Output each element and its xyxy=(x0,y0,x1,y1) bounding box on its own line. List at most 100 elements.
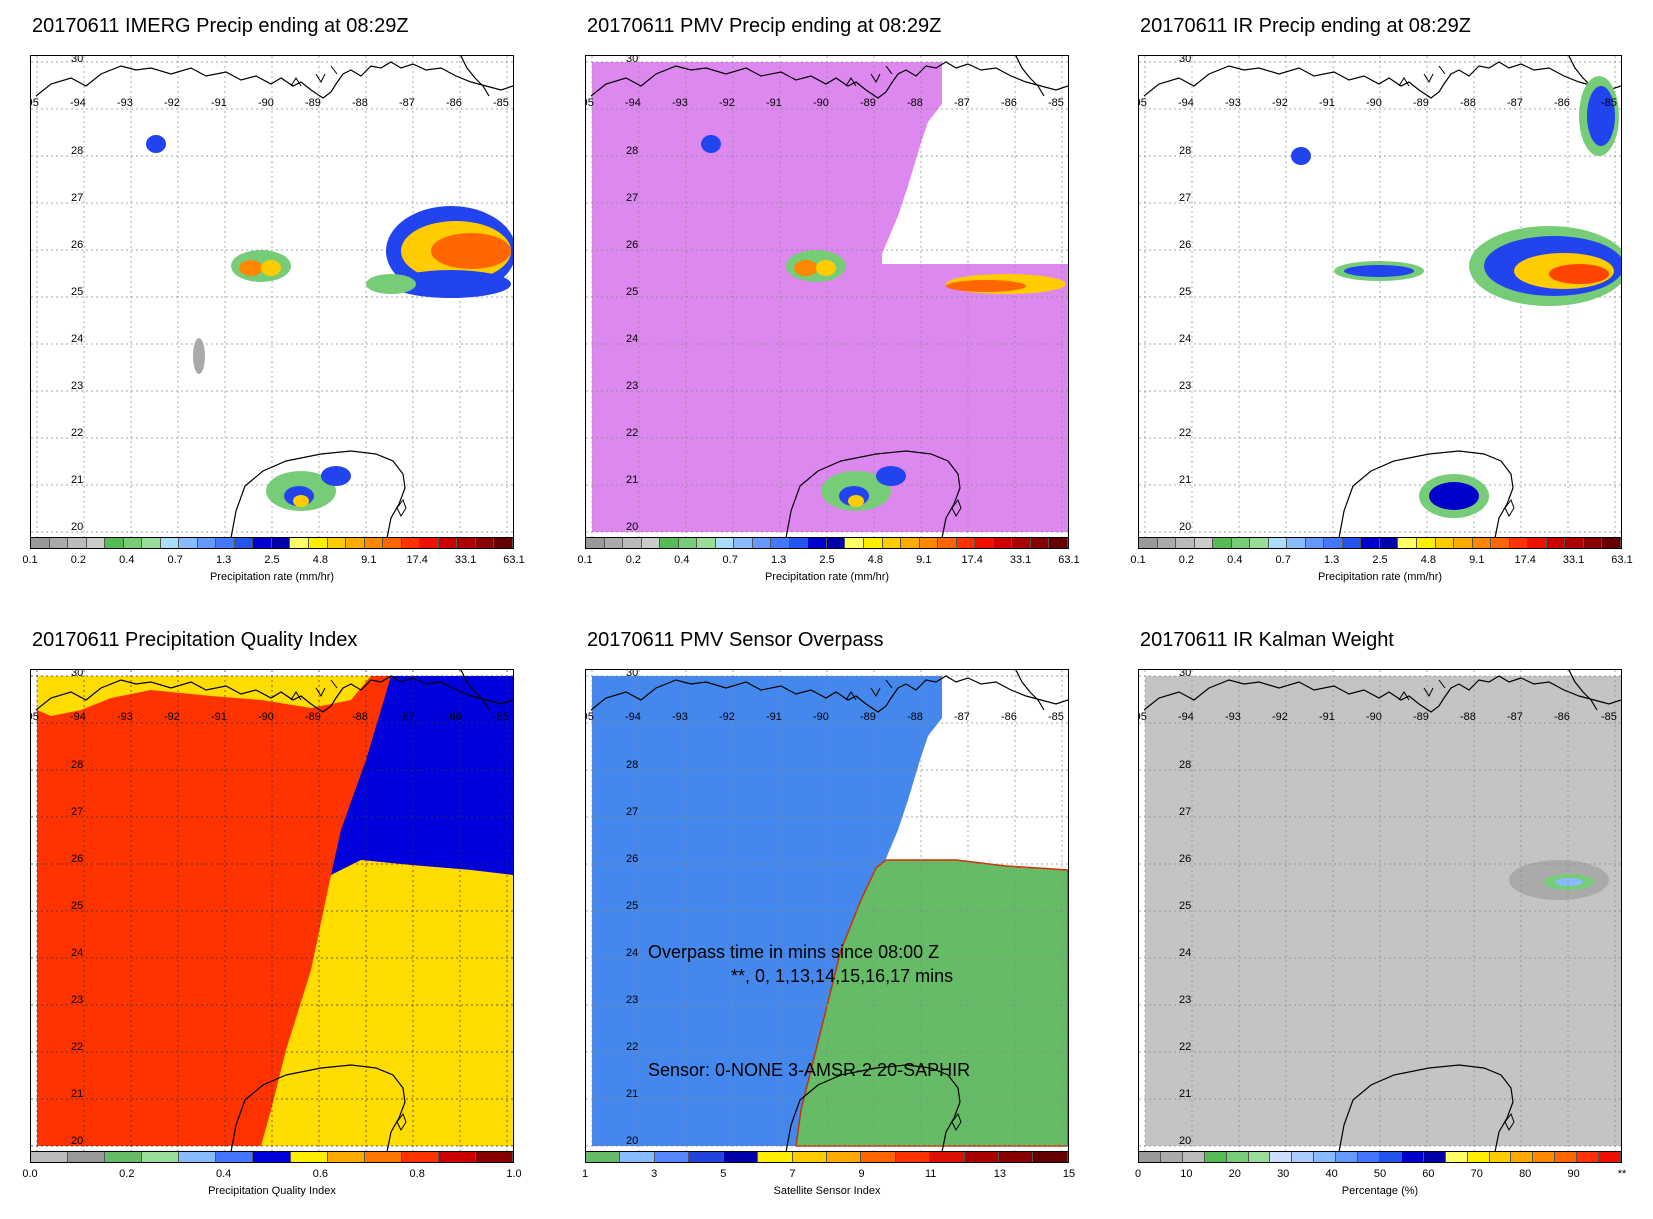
colorbar-tick-label: 0.7 xyxy=(1275,554,1291,566)
colorbar-swatch xyxy=(105,538,124,548)
colorbar-tick-label: 1.3 xyxy=(215,554,232,566)
lon-tick-label: -87 xyxy=(954,97,970,109)
lat-tick-label: 27 xyxy=(626,806,639,818)
colorbar-swatch xyxy=(1204,1152,1227,1162)
colorbar-label: Satellite Sensor Index xyxy=(773,1185,881,1197)
lat-tick-label: 28 xyxy=(71,145,84,157)
colorbar-label: Precipitation rate (mm/hr) xyxy=(209,571,335,583)
colorbar-tick-label: 63.1 xyxy=(1611,554,1633,566)
colorbar-swatch xyxy=(438,538,458,548)
lat-tick-label: 26 xyxy=(1179,239,1192,251)
colorbar-swatch xyxy=(216,1152,254,1162)
colorbar xyxy=(585,537,1069,549)
colorbar-swatch xyxy=(1379,538,1399,548)
colorbar-swatch xyxy=(758,1152,793,1162)
colorbar-tick-label: 1.3 xyxy=(770,554,787,566)
colorbar-swatch xyxy=(1599,1152,1621,1162)
colorbar-swatch xyxy=(475,538,495,548)
colorbar-tick-label: 5 xyxy=(720,1168,727,1180)
colorbar-swatch xyxy=(1194,538,1214,548)
lon-tick-label: -88 xyxy=(1460,97,1476,109)
panel-sensor-overpass: 20170611 PMV Sensor Overpass Overpass ti… xyxy=(582,629,1085,1219)
lon-tick-label: -92 xyxy=(719,711,735,723)
colorbar-swatch xyxy=(882,538,902,548)
colorbar-tick-label: 33.1 xyxy=(1009,554,1032,566)
colorbar-swatch xyxy=(715,538,735,548)
lon-tick-label: -88 xyxy=(907,711,923,723)
panel-ir-precip: 20170611 IR Precip ending at 08:29Z -95-… xyxy=(1130,15,1638,605)
lon-tick-label: -91 xyxy=(1319,97,1335,109)
colorbar-tick-label: ** xyxy=(1617,1168,1627,1180)
colorbar-swatch xyxy=(654,1152,690,1162)
lon-tick-label: -89 xyxy=(305,711,321,723)
colorbar-swatch xyxy=(31,1152,69,1162)
lat-tick-label: 20 xyxy=(1179,1135,1192,1147)
colorbar-tick-label: 1.3 xyxy=(1323,554,1340,566)
colorbar-tick-label: 9 xyxy=(858,1168,865,1180)
colorbar-tick-label: 15 xyxy=(1062,1168,1076,1180)
colorbar-swatch xyxy=(179,1152,217,1162)
lon-tick-label: -85 xyxy=(493,711,509,723)
colorbar-tick-label: 0.2 xyxy=(625,554,642,566)
colorbar-swatch xyxy=(1454,538,1473,548)
lat-tick-label: 27 xyxy=(1179,806,1192,818)
lon-tick-label: -95 xyxy=(586,97,594,109)
lat-tick-label: 24 xyxy=(71,947,84,959)
colorbar xyxy=(1138,537,1622,549)
lat-tick-label: 28 xyxy=(626,759,639,771)
colorbar-tick-label: 0.4 xyxy=(674,554,690,566)
lat-tick-label: 22 xyxy=(626,427,639,439)
lon-tick-label: -94 xyxy=(1178,97,1194,109)
lon-tick-label: -91 xyxy=(211,711,227,723)
lon-tick-label: -91 xyxy=(1319,711,1335,723)
lon-tick-label: -95 xyxy=(1139,97,1147,109)
colorbar-swatch xyxy=(660,538,679,548)
colorbar-swatch xyxy=(308,538,328,548)
colorbar-tick-label: 0.1 xyxy=(22,554,38,566)
colorbar-swatch xyxy=(494,538,513,548)
colorbar-tick-label: 0.6 xyxy=(312,1168,329,1180)
lon-tick-label: -86 xyxy=(1554,97,1570,109)
lat-tick-label: 23 xyxy=(1179,380,1192,392)
colorbar-swatch xyxy=(1336,1152,1359,1162)
overpass-time-text: Overpass time in mins since 08:00 Z xyxy=(648,942,940,962)
colorbar-swatch xyxy=(105,1152,143,1162)
colorbar-swatch xyxy=(1358,1152,1380,1162)
lon-tick-label: -85 xyxy=(1048,711,1064,723)
colorbar-tick-label: 50 xyxy=(1373,1168,1387,1180)
colorbar-swatch xyxy=(938,538,957,548)
lat-tick-label: 30 xyxy=(1179,669,1192,679)
colorbar-swatch xyxy=(930,1152,965,1162)
lat-tick-label: 20 xyxy=(1179,521,1192,533)
lat-tick-label: 21 xyxy=(1179,474,1192,486)
panel-title: 20170611 Precipitation Quality Index xyxy=(32,629,358,651)
colorbar-swatch xyxy=(253,1152,291,1162)
lon-tick-label: -95 xyxy=(31,97,39,109)
lat-tick-label: 30 xyxy=(1179,55,1192,65)
colorbar-swatch xyxy=(1489,1152,1512,1162)
lon-tick-label: -92 xyxy=(164,97,180,109)
panel-quality-index: 20170611 Precipitation Quality Index -95… xyxy=(22,629,530,1219)
lat-tick-label: 21 xyxy=(626,474,639,486)
lon-tick-label: -85 xyxy=(493,97,509,109)
colorbar-swatch xyxy=(734,538,753,548)
weight-map: -95 -94 -93 -92 -91 -90 -89 -88 -87 -86 -85 30 28 27 2… xyxy=(1138,669,1622,1153)
colorbar-label: Percentage (%) xyxy=(1341,1185,1419,1197)
colorbar-swatch xyxy=(327,538,347,548)
lon-tick-label: -93 xyxy=(117,711,133,723)
colorbar-tick-label: 17.4 xyxy=(961,554,983,566)
lat-tick-label: 24 xyxy=(626,333,639,345)
lon-tick-label: -86 xyxy=(1001,97,1017,109)
colorbar xyxy=(30,1151,514,1163)
lat-tick-label: 23 xyxy=(71,994,84,1006)
colorbar-swatch xyxy=(604,538,624,548)
colorbar-label: Precipitation Quality Index xyxy=(208,1185,336,1197)
colorbar-swatch xyxy=(1379,1152,1402,1162)
colorbar-tick-label: 0.1 xyxy=(577,554,593,566)
colorbar-swatch xyxy=(160,538,180,548)
lon-tick-label: -89 xyxy=(1413,711,1429,723)
colorbar-swatch xyxy=(1491,538,1510,548)
colorbar-swatch xyxy=(253,538,272,548)
lon-tick-label: -88 xyxy=(352,97,368,109)
lon-tick-label: -85 xyxy=(1601,97,1617,109)
